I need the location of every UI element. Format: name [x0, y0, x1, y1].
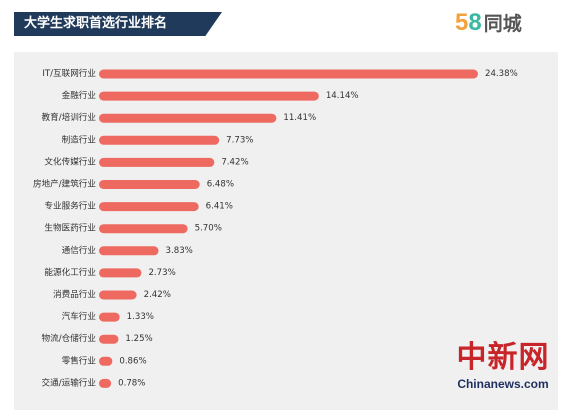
value-label: 7.73% [226, 135, 253, 145]
58-tongcheng-logo: 58 同城 [455, 8, 522, 38]
category-label: 专业服务行业 [44, 200, 96, 212]
logo-digit-8: 8 [468, 9, 482, 36]
watermark-en: Chinanews.com [457, 377, 549, 391]
chart-title: 大学生求职首选行业排名 [24, 16, 168, 31]
value-label: 2.42% [144, 290, 171, 300]
logo-digit-5: 5 [455, 9, 469, 36]
category-label: 通信行业 [62, 244, 97, 256]
category-label: 汽车行业 [62, 310, 97, 322]
value-label: 0.78% [118, 378, 145, 388]
category-label: 教育/培训行业 [42, 111, 97, 123]
value-label: 14.14% [326, 91, 359, 101]
bar [99, 290, 137, 300]
category-label: 物流/仓储行业 [42, 332, 97, 344]
category-label: 文化传媒行业 [44, 155, 96, 167]
category-label: 制造行业 [62, 133, 97, 145]
category-label: 金融行业 [62, 89, 97, 101]
value-label: 0.86% [119, 356, 146, 366]
bar [99, 69, 478, 79]
value-label: 2.73% [148, 268, 175, 278]
bar [99, 202, 199, 212]
value-label: 7.42% [221, 157, 248, 167]
watermark: 中新网 Chinanews.com [448, 340, 558, 392]
bar [99, 157, 215, 167]
value-label: 24.38% [485, 69, 518, 79]
bar [99, 334, 119, 344]
bar [99, 312, 120, 322]
bar [99, 135, 220, 145]
value-label: 6.41% [206, 202, 233, 212]
value-label: 6.48% [207, 180, 234, 190]
bar [99, 91, 319, 101]
category-label: 生物医药行业 [44, 222, 96, 234]
bar [99, 268, 142, 278]
category-label: 交通/运输行业 [42, 376, 97, 388]
bar [99, 113, 277, 123]
category-label: IT/互联网行业 [42, 67, 96, 79]
value-label: 1.33% [127, 312, 154, 322]
category-label: 消费品行业 [53, 288, 96, 300]
category-label: 房地产/建筑行业 [33, 178, 96, 190]
bar-chart: IT/互联网行业 24.38% 金融行业 14.14% 教育/培训行业 11.41% 制造行… [33, 67, 518, 388]
bar [99, 378, 112, 388]
value-label: 5.70% [195, 224, 222, 234]
category-label: 零售行业 [62, 354, 97, 366]
value-label: 11.41% [283, 113, 316, 123]
bar [99, 180, 200, 189]
bar [99, 224, 188, 234]
bar [99, 356, 113, 366]
category-label: 能源化工行业 [44, 266, 96, 278]
bar [99, 246, 159, 256]
logo-text: 同城 [483, 13, 522, 35]
value-label: 1.25% [125, 334, 152, 344]
value-label: 3.83% [166, 246, 193, 256]
header-banner [14, 12, 222, 36]
watermark-cn: 中新网 [456, 340, 550, 375]
